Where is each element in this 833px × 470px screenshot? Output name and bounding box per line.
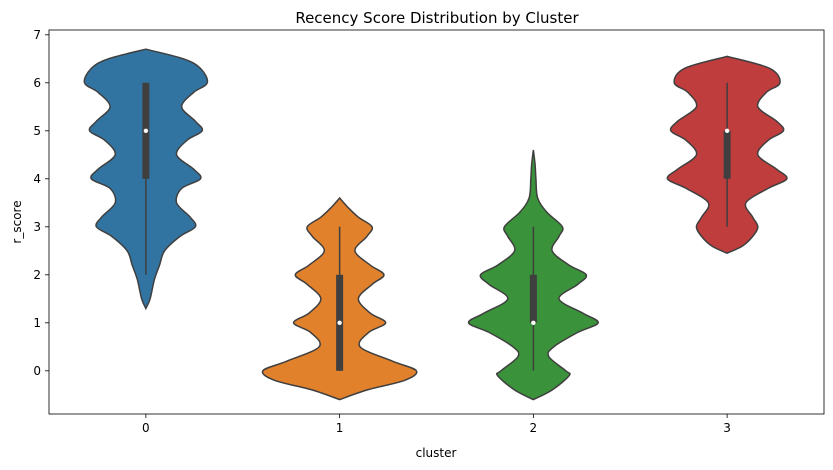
x-tick-label: 2: [530, 421, 538, 435]
y-tick-label: 5: [33, 124, 41, 138]
median-dot-cluster-0: [143, 128, 149, 133]
x-tick-label: 0: [142, 421, 150, 435]
x-tick-label: 1: [336, 421, 344, 435]
y-tick-label: 4: [33, 172, 41, 186]
median-dot-cluster-1: [337, 320, 342, 325]
x-axis-label: cluster: [416, 446, 457, 460]
iqr-box-cluster-3: [723, 130, 731, 179]
y-tick-label: 1: [33, 316, 41, 330]
violins: [83, 48, 788, 401]
iqr-box-cluster-2: [529, 274, 537, 323]
y-axis: 0 1 2 3 4 5 6 7: [33, 28, 49, 378]
y-axis-label: r_score: [10, 200, 24, 243]
chart-title: Recency Score Distribution by Cluster: [295, 9, 579, 27]
plot-frame: [48, 29, 825, 415]
median-dot-cluster-2: [531, 320, 536, 325]
y-tick-label: 0: [33, 364, 41, 378]
y-tick-label: 2: [33, 268, 41, 282]
median-dot-cluster-3: [724, 128, 730, 133]
y-tick-label: 6: [33, 76, 41, 90]
y-tick-label: 3: [33, 220, 41, 234]
x-axis: 0 1 2 3: [142, 414, 731, 435]
x-tick-label: 3: [723, 421, 731, 435]
y-tick-label: 7: [33, 28, 41, 42]
